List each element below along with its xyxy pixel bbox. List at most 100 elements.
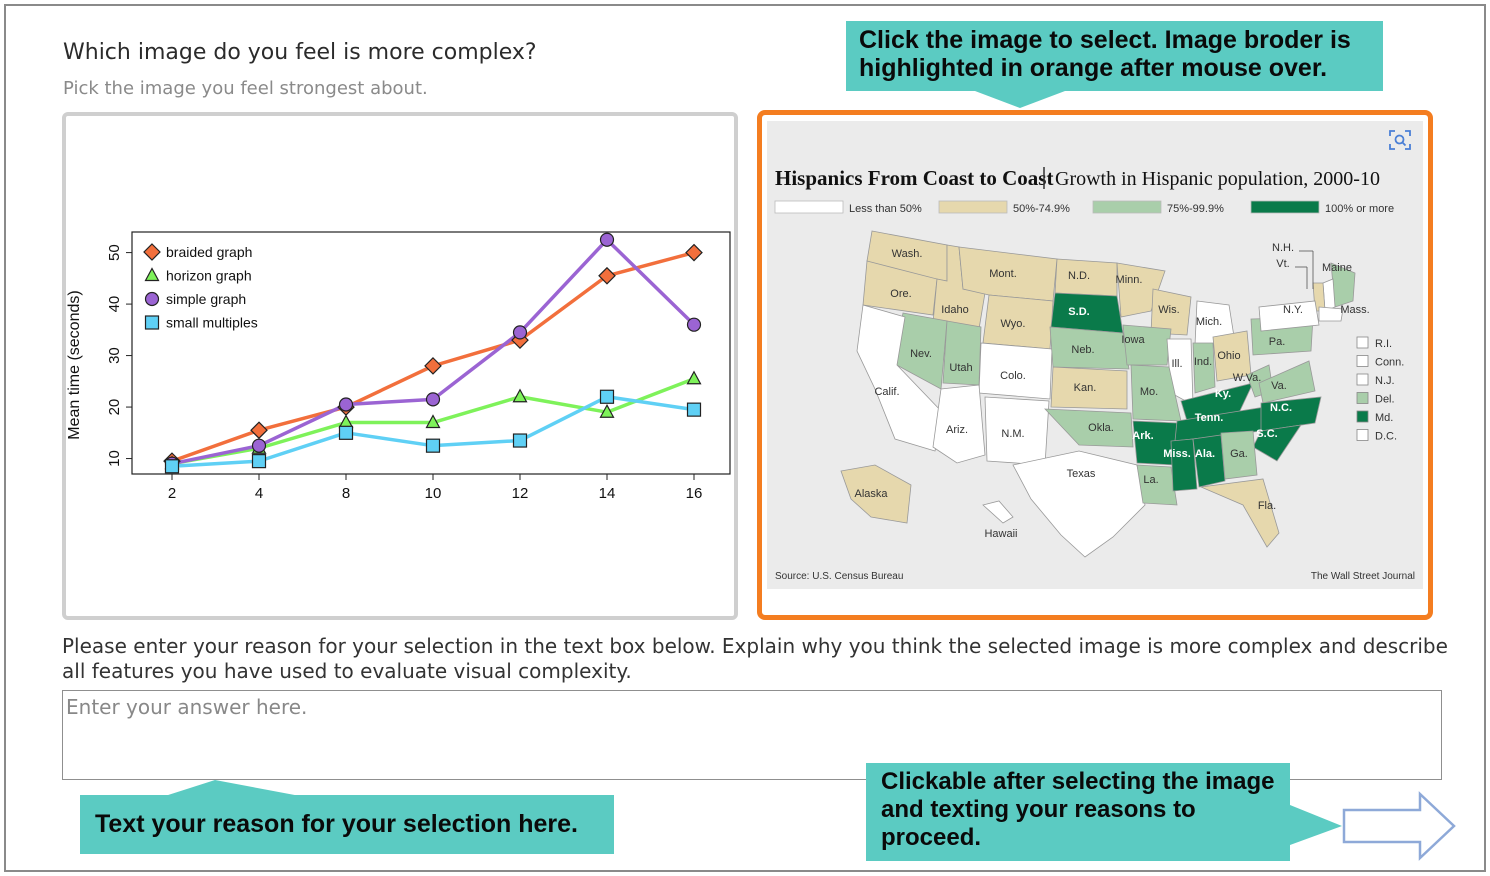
map-state-shape <box>1192 434 1226 488</box>
map-state-shape <box>932 384 986 464</box>
map-state-label: Mich. <box>1196 316 1222 328</box>
map-state-label: N.D. <box>1068 270 1090 282</box>
x-tick-label: 10 <box>425 485 442 502</box>
map-state-label: La. <box>1143 474 1158 486</box>
small-state-swatch <box>1356 392 1369 404</box>
data-point-horizon-graph <box>686 370 702 385</box>
visual-search-icon[interactable] <box>1387 127 1413 153</box>
series-line-braided-graph <box>171 250 695 463</box>
small-state-swatch <box>1356 429 1369 441</box>
map-state-label: N.M. <box>1001 428 1024 440</box>
map-state-shape <box>1199 478 1280 548</box>
map-state-label: Pa. <box>1269 336 1286 348</box>
map-legend-label: Less than 50% <box>849 203 922 215</box>
map-legend-swatch <box>774 200 844 214</box>
map-state-shape <box>1122 324 1172 366</box>
map-state-label: Texas <box>1067 468 1096 480</box>
map-state-label: Mo. <box>1140 386 1158 398</box>
map-legend-swatch <box>938 200 1008 214</box>
map-state-label: N.H. <box>1272 242 1294 254</box>
small-state-swatch <box>1356 355 1369 367</box>
data-point-horizon-graph <box>512 388 528 403</box>
map-state-label: Maine <box>1322 262 1352 274</box>
small-state-label: D.C. <box>1375 431 1397 443</box>
map-source: Source: U.S. Census Bureau <box>775 571 903 582</box>
map-state-shape <box>1012 450 1146 558</box>
small-state-label: N.J. <box>1375 375 1395 387</box>
map-state-shape <box>1136 464 1178 506</box>
data-point-braided-graph <box>598 266 616 285</box>
map-state-label: Ore. <box>890 288 911 300</box>
map-state-label: Miss. <box>1163 448 1191 460</box>
map-state-label: Ark. <box>1132 430 1153 442</box>
map-image: Hispanics From Coast to Coast Growth in H… <box>767 121 1423 589</box>
x-tick-label: 14 <box>599 485 616 502</box>
data-point-simple-graph <box>599 232 615 247</box>
small-state-label: Md. <box>1375 412 1393 424</box>
us-map: Hispanics From Coast to Coast Growth in H… <box>774 166 1415 582</box>
image-option-right[interactable]: Hispanics From Coast to Coast Growth in H… <box>757 110 1433 620</box>
x-tick-label: 4 <box>255 485 263 502</box>
map-state-label: Fla. <box>1258 500 1276 512</box>
map-state-label: Wis. <box>1158 304 1179 316</box>
map-state-label: Ohio <box>1217 350 1240 362</box>
legend-label: small multiples <box>166 315 258 331</box>
map-state-label: Ala. <box>1195 448 1215 460</box>
map-state-label: Utah <box>949 362 972 374</box>
map-state-shape <box>1049 326 1130 370</box>
small-state-label: Del. <box>1375 394 1395 406</box>
map-state-label: Alaska <box>854 488 888 500</box>
right-arrow-icon[interactable] <box>1342 791 1458 862</box>
legend-marker <box>144 291 160 307</box>
legend-label: braided graph <box>166 244 252 260</box>
y-tick-label: 30 <box>106 347 123 364</box>
x-tick-label: 8 <box>342 485 350 502</box>
map-state-label: Idaho <box>941 304 969 316</box>
image-option-left[interactable]: 2 4 8 10 12 14 16 10 20 30 40 50 Mean time (seconds)… <box>62 112 738 620</box>
map-subtitle: Growth in Hispanic population, 2000-10 <box>1055 168 1380 190</box>
map-state-shape <box>1260 396 1322 432</box>
callout-next-hint: Clickable after selecting the image and … <box>866 763 1290 861</box>
question-title: Which image do you feel is more complex? <box>63 40 537 65</box>
x-tick-label: 16 <box>686 485 703 502</box>
small-state-swatch <box>1356 336 1369 349</box>
map-state-label: Iowa <box>1121 334 1145 346</box>
data-point-simple-graph <box>686 317 702 332</box>
reason-prompt: Please enter your reason for your select… <box>62 634 1448 683</box>
legend-marker <box>144 267 160 282</box>
map-legend-label: 75%-99.9% <box>1167 203 1224 215</box>
data-point-small-multiples <box>251 454 267 469</box>
data-point-small-multiples <box>425 438 441 453</box>
x-tick-label: 12 <box>512 485 529 502</box>
map-state-shape <box>1220 430 1258 480</box>
legend-marker <box>143 243 161 261</box>
map-state-label: Calif. <box>874 386 899 398</box>
small-state-swatch <box>1356 410 1369 423</box>
map-state-label: Mont. <box>989 268 1017 280</box>
plot-frame <box>131 231 731 475</box>
callout-select-hint: Click the image to select. Image broder … <box>846 21 1383 91</box>
map-state-shape <box>1150 288 1192 336</box>
map-state-shape <box>982 500 1014 524</box>
y-axis-label: Mean time (seconds) <box>66 290 83 439</box>
data-point-simple-graph <box>512 325 528 340</box>
map-state-shape <box>1258 360 1316 404</box>
map-state-label: N.Y. <box>1283 304 1303 316</box>
map-title: Hispanics From Coast to Coast <box>775 166 1053 190</box>
question-subtitle: Pick the image you feel strongest about. <box>63 78 428 99</box>
map-state-label: S.C. <box>1256 428 1277 440</box>
data-point-simple-graph <box>338 397 354 412</box>
small-state-label: R.I. <box>1375 338 1392 350</box>
map-state-shape <box>1170 438 1198 492</box>
map-credit: The Wall Street Journal <box>1311 571 1415 582</box>
map-state-label: Minn. <box>1116 274 1143 286</box>
data-point-simple-graph <box>251 438 267 453</box>
map-state-shape <box>1050 366 1128 410</box>
map-state-shape <box>1044 408 1134 448</box>
map-state-shape <box>1192 342 1216 394</box>
map-state-label: Ariz. <box>946 424 968 436</box>
map-state-label: W.Va. <box>1233 372 1262 384</box>
data-point-horizon-graph <box>599 403 615 418</box>
map-state-label: Okla. <box>1088 422 1114 434</box>
map-state-label: Nev. <box>910 348 932 360</box>
